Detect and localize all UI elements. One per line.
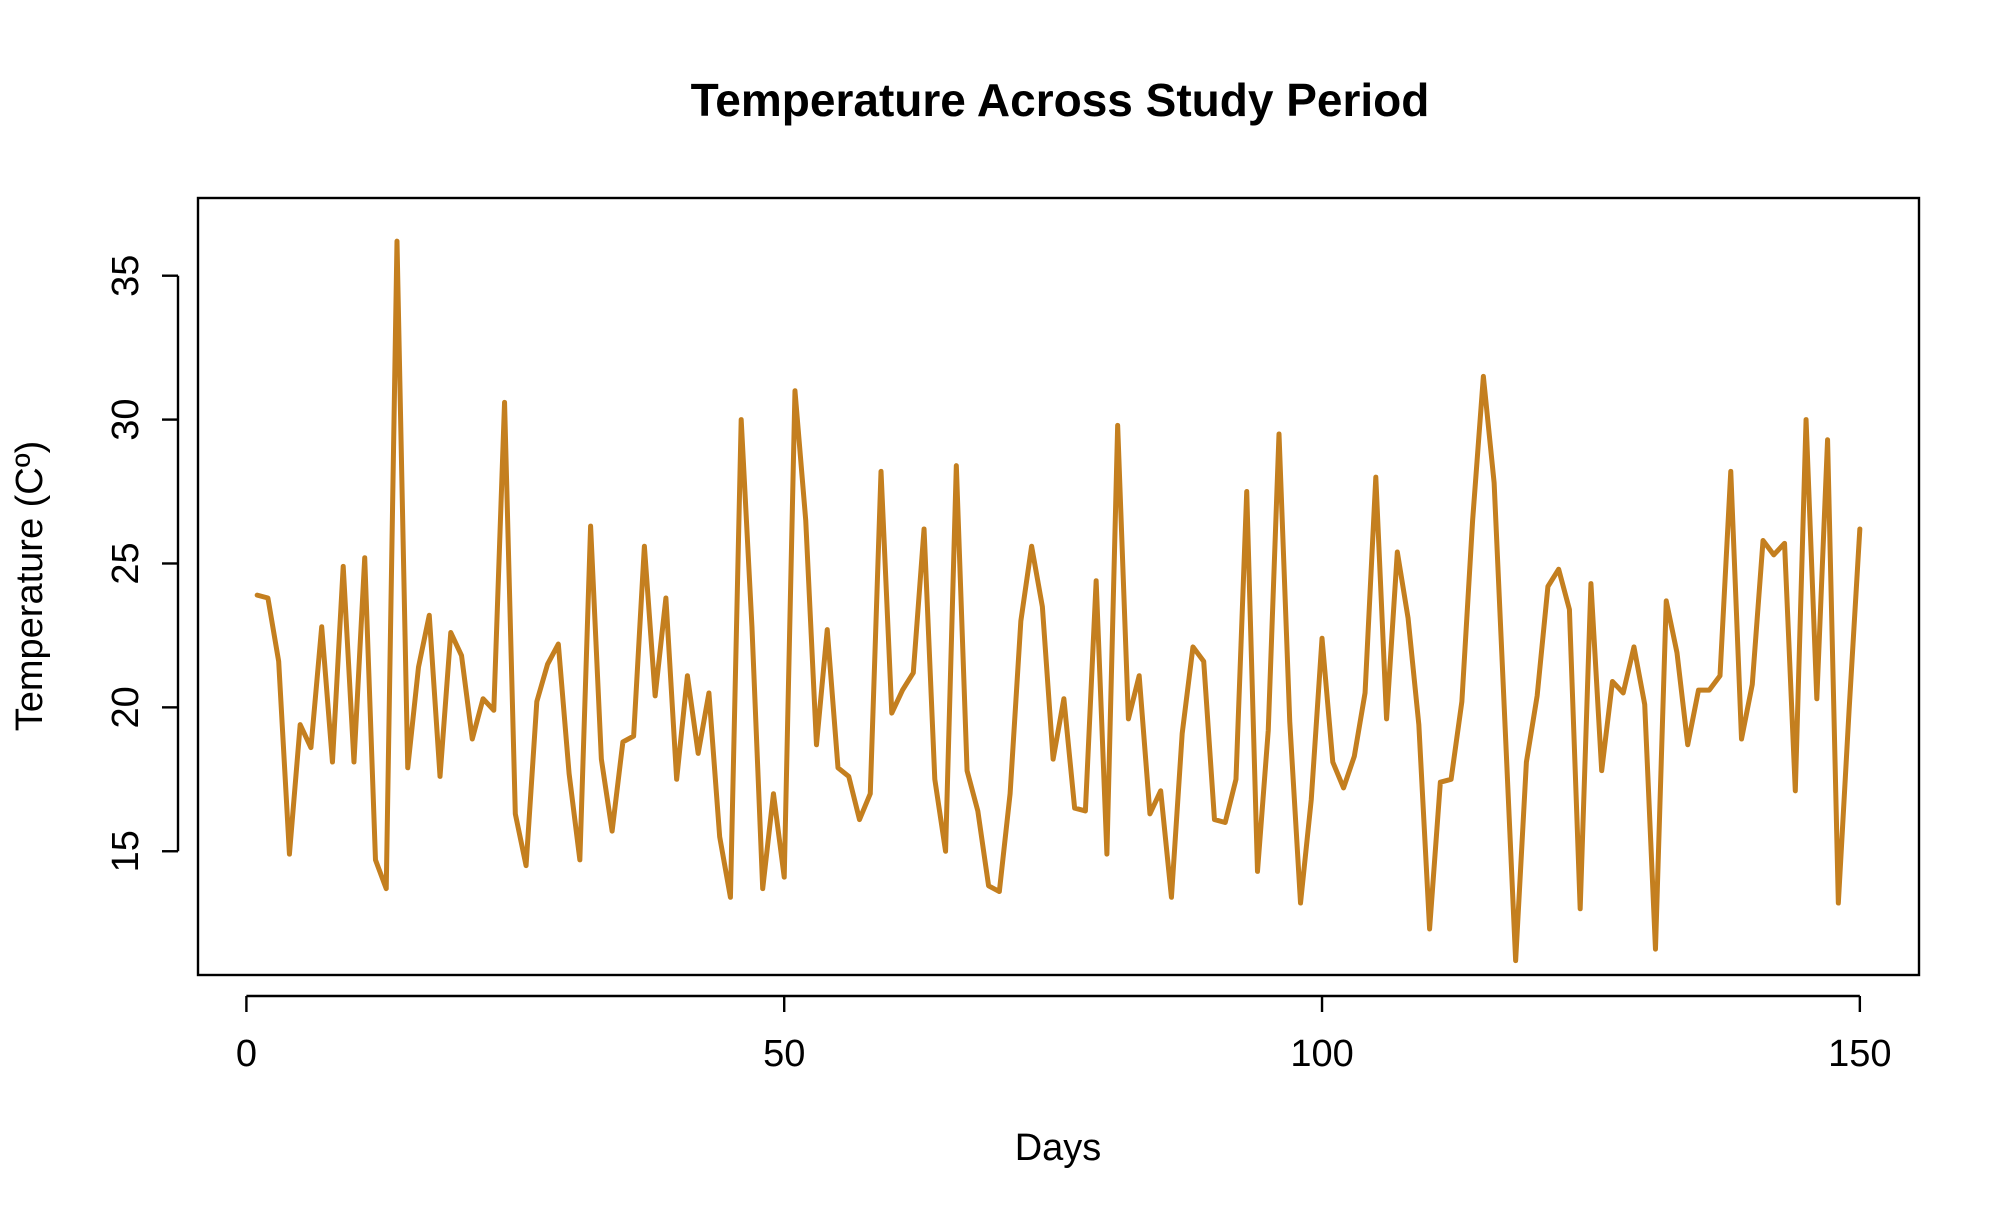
x-tick-label: 150 [1828,1033,1891,1075]
x-tick-label: 100 [1290,1033,1353,1075]
y-tick-label: 35 [105,255,147,297]
x-tick-label: 50 [763,1033,805,1075]
x-axis: 0 50 100 150 [236,994,1892,1075]
y-axis: 15 20 25 30 35 [105,255,180,872]
y-axis-title: Temperature (Cº) [9,441,51,732]
plot-area-frame [196,196,1921,977]
y-tick-label: 20 [105,686,147,728]
y-tick-label: 30 [105,398,147,440]
chart-title: Temperature Across Study Period [691,74,1430,126]
series-line-0 [254,238,1863,964]
x-axis-title: Days [1015,1127,1102,1169]
y-tick-label: 25 [105,542,147,584]
y-tick-label: 15 [105,830,147,872]
x-tick-label: 0 [236,1033,257,1075]
series-layer [254,238,1863,964]
